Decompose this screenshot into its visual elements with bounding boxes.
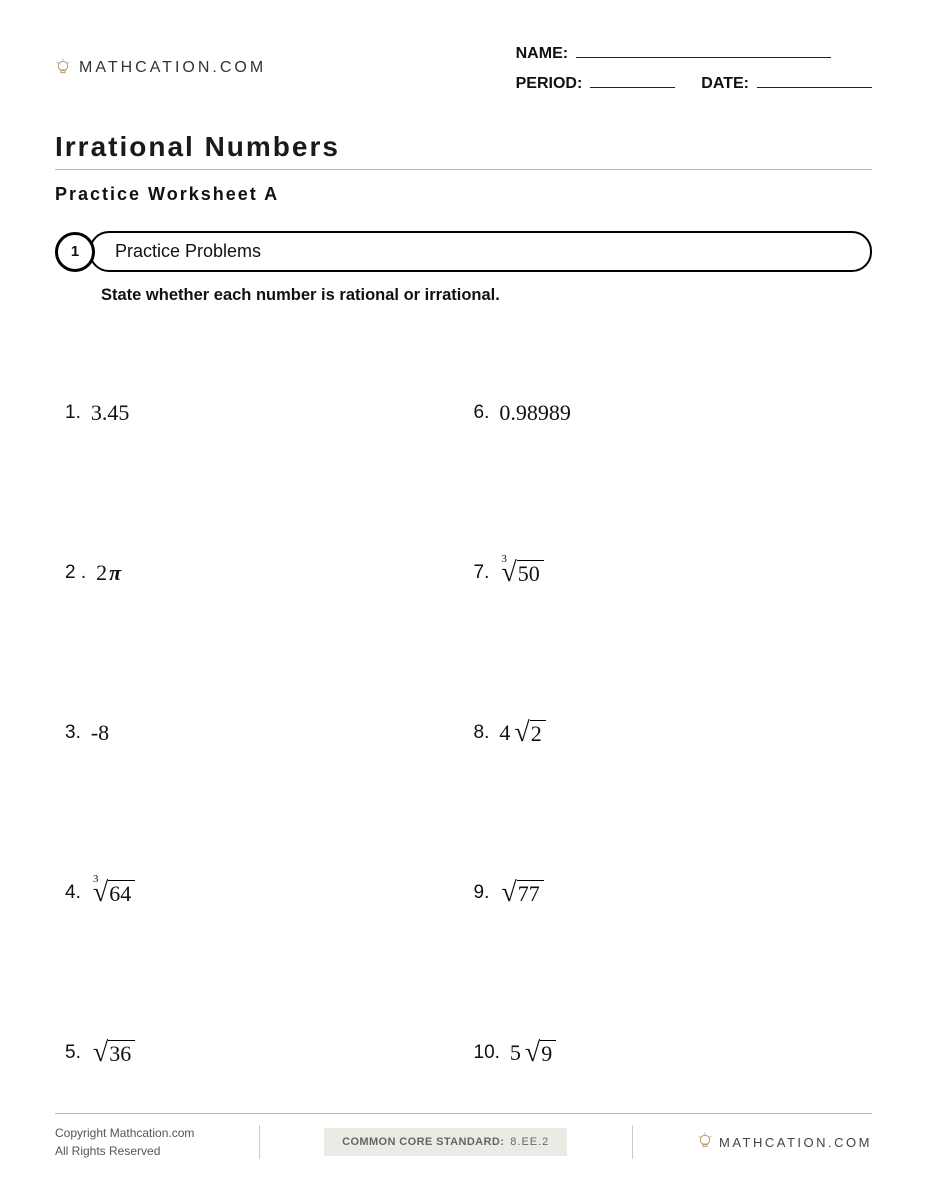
copyright: Copyright Mathcation.com All Rights Rese… [55,1124,194,1160]
problem-item: 7. 3√50 [474,493,863,653]
problem-number: 3. [65,722,81,744]
problem-expression: 4√2 [499,719,545,747]
page-title: Irrational Numbers [55,131,872,163]
problem-item: 9. √77 [474,813,863,973]
name-blank[interactable] [576,40,831,58]
problem-number: 4. [65,882,81,904]
brand-text: MATHCATION.COM [79,59,266,77]
problem-item: 3. -8 [65,653,454,813]
problem-expression: 3√64 [91,879,135,907]
problem-number: 6. [474,402,490,424]
problem-item: 8. 4√2 [474,653,863,813]
worksheet-subtitle: Practice Worksheet A [55,184,872,205]
period-blank[interactable] [590,71,675,89]
problem-expression: 0.98989 [499,400,571,426]
section-label: Practice Problems [89,231,872,272]
section-header: 1 Practice Problems [55,231,872,272]
footer-divider [632,1125,633,1159]
brand-logo: MATHCATION.COM [55,58,266,78]
lightbulb-icon [55,58,71,78]
date-blank[interactable] [757,71,872,89]
footer-divider [259,1125,260,1159]
problem-item: 1. 3.45 [65,333,454,493]
problem-item: 2 . 2π [65,493,454,653]
problem-number: 5. [65,1042,81,1064]
problem-item: 4. 3√64 [65,813,454,973]
problem-expression: 2π [96,560,121,586]
problem-number: 9. [474,882,490,904]
problem-expression: √77 [499,879,543,907]
problem-expression: 3√50 [499,559,543,587]
title-rule [55,169,872,170]
section-number: 1 [55,232,95,272]
footer-brand: MATHCATION.COM [697,1132,872,1152]
instructions: State whether each number is rational or… [101,286,872,305]
problem-number: 10. [474,1042,500,1064]
problem-expression: 3.45 [91,400,130,426]
student-info: NAME: PERIOD: DATE: [516,40,872,101]
problem-expression: -8 [91,720,109,746]
problems-grid: 1. 3.456. 0.989892 . 2π7. 3√503. -88. 4√… [55,333,872,1133]
page-footer: Copyright Mathcation.com All Rights Rese… [55,1113,872,1160]
problem-number: 2 . [65,562,86,584]
date-label: DATE: [701,75,749,93]
problem-expression: 5√9 [510,1039,556,1067]
problem-item: 5. √36 [65,973,454,1133]
problem-item: 6. 0.98989 [474,333,863,493]
standard-badge: COMMON CORE STANDARD:8.EE.2 [324,1128,567,1156]
lightbulb-icon [697,1132,713,1152]
period-label: PERIOD: [516,75,583,93]
problem-item: 10. 5√9 [474,973,863,1133]
problem-number: 8. [474,722,490,744]
problem-number: 7. [474,562,490,584]
name-label: NAME: [516,45,568,63]
problem-expression: √36 [91,1039,135,1067]
problem-number: 1. [65,402,81,424]
